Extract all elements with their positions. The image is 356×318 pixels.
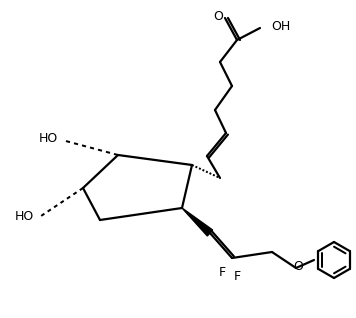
- Text: O: O: [213, 10, 223, 24]
- Text: F: F: [234, 269, 241, 282]
- Text: OH: OH: [271, 20, 290, 33]
- Text: O: O: [293, 259, 303, 273]
- Text: F: F: [219, 266, 226, 279]
- Polygon shape: [182, 208, 213, 236]
- Text: HO: HO: [15, 211, 34, 224]
- Text: HO: HO: [39, 133, 58, 146]
